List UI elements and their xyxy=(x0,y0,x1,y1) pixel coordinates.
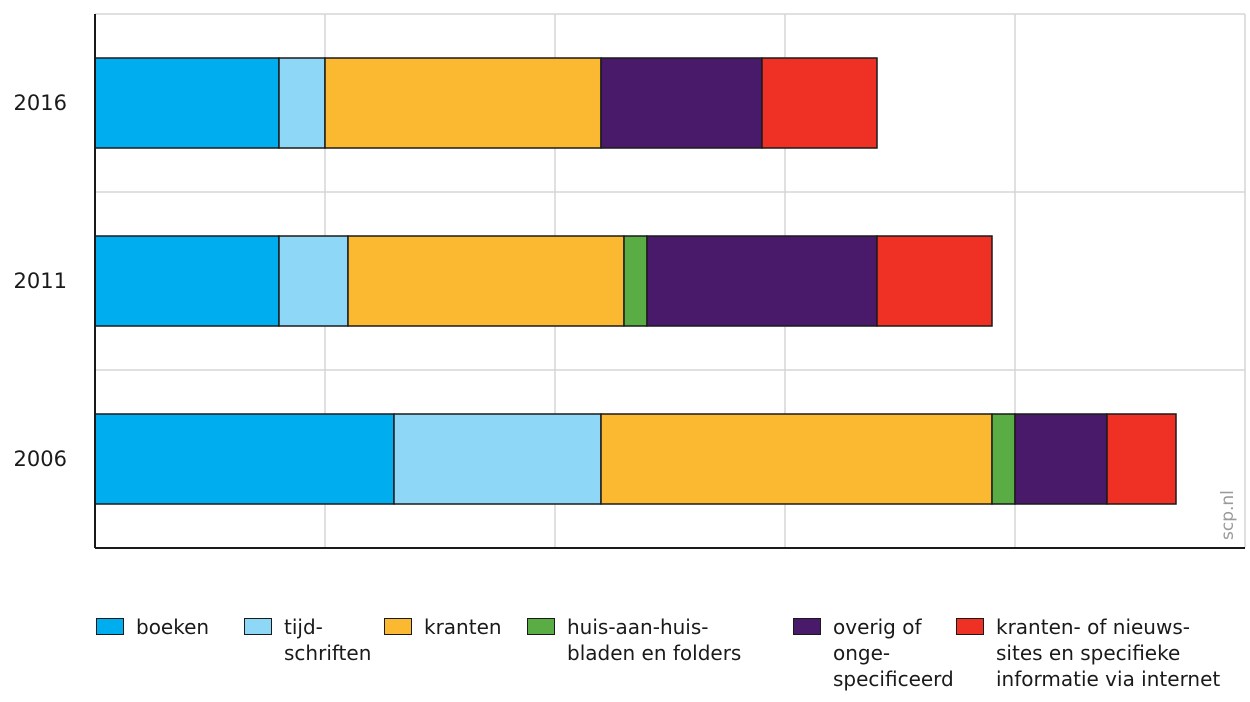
bars xyxy=(94,57,1177,505)
bar-segment xyxy=(393,413,602,505)
legend-item: boeken xyxy=(96,614,209,640)
y-category-label: 2006 xyxy=(14,447,67,471)
y-category-label: 2016 xyxy=(14,91,67,115)
stacked-bar-chart: 012345201620112006 scp.nl xyxy=(14,13,1246,549)
legend-swatch xyxy=(384,618,412,635)
legend-label: boeken xyxy=(136,615,210,639)
bar-segment xyxy=(1106,413,1177,505)
legend-swatch xyxy=(244,618,272,635)
source-credit: scp.nl xyxy=(1218,490,1238,540)
legend-swatch xyxy=(527,618,555,635)
legend-label: tijd- schriften xyxy=(284,615,372,665)
legend-item: overig of onge- specificeerd xyxy=(793,614,954,692)
legend-item: huis-aan-huis- bladen en folders xyxy=(527,614,741,666)
axes: 012345201620112006 xyxy=(14,14,1245,549)
bar-segment xyxy=(600,57,763,149)
bar-segment xyxy=(94,413,395,505)
bar-segment xyxy=(347,235,625,327)
bar-segment xyxy=(1014,413,1108,505)
bar-segment xyxy=(876,235,993,327)
legend-label: kranten xyxy=(424,615,502,639)
bar-segment xyxy=(278,57,326,149)
bar-segment xyxy=(991,413,1016,505)
legend-swatch xyxy=(96,618,124,635)
legend-label: kranten- of nieuws- sites en specifieke … xyxy=(996,615,1221,691)
bar-segment xyxy=(278,235,349,327)
bar-segment xyxy=(324,57,602,149)
legend-item: tijd- schriften xyxy=(244,614,371,666)
legend-swatch xyxy=(793,618,821,635)
y-category-label: 2011 xyxy=(14,269,67,293)
bar-segment xyxy=(646,235,878,327)
legend-label: overig of onge- specificeerd xyxy=(833,615,954,691)
bar-segment xyxy=(94,235,280,327)
legend-item: kranten- of nieuws- sites en specifieke … xyxy=(956,614,1220,692)
legend-label: huis-aan-huis- bladen en folders xyxy=(567,615,742,665)
bar-segment xyxy=(94,57,280,149)
legend-item: kranten xyxy=(384,614,502,640)
bar-segment xyxy=(623,235,648,327)
bar-segment xyxy=(761,57,878,149)
bar-segment xyxy=(600,413,993,505)
legend-swatch xyxy=(956,618,984,635)
